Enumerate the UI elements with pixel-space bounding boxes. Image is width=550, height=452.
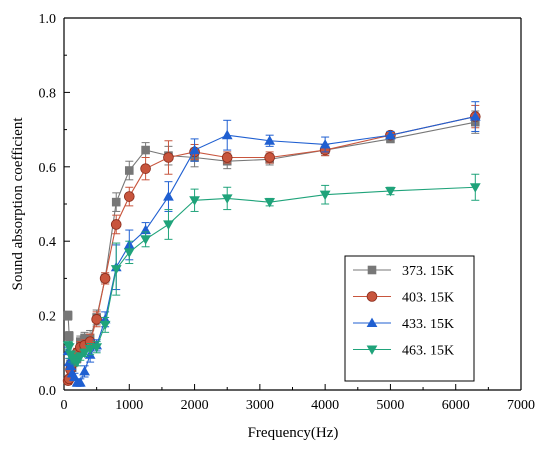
y-tick-label: 0.6	[39, 161, 57, 176]
y-tick-label: 0.0	[39, 384, 57, 399]
data-point	[163, 152, 174, 163]
data-point	[91, 343, 103, 353]
data-point	[63, 343, 75, 353]
data-point	[123, 248, 135, 258]
data-point	[264, 198, 276, 208]
data-point	[123, 191, 135, 202]
x-tick-label: 1000	[115, 398, 143, 413]
data-point	[80, 333, 89, 343]
data-point	[110, 265, 122, 275]
data-point	[79, 366, 90, 376]
y-tick-label: 0.4	[39, 235, 57, 250]
axis-ticks: 0 1000 2000 3000 4000 5000 6000 7000 0.0 0.2 0.4 0.…	[39, 12, 536, 413]
x-tick-label: 3000	[246, 398, 274, 413]
data-point	[99, 320, 111, 331]
x-tick-label: 5000	[376, 398, 404, 413]
x-tick-label: 0	[61, 398, 68, 413]
legend-label: 433. 15K	[402, 317, 454, 332]
y-axis-label: Sound absorption coefficient	[10, 117, 26, 291]
data-point	[163, 191, 174, 201]
data-point	[319, 190, 331, 201]
data-point	[385, 129, 396, 140]
x-tick-label: 2000	[181, 398, 209, 413]
legend-item: 463. 15K	[353, 344, 454, 359]
data-point	[74, 377, 86, 387]
data-point	[221, 152, 233, 163]
series-layer	[62, 101, 481, 387]
data-point	[319, 139, 331, 149]
data-point	[99, 273, 111, 284]
data-point	[189, 196, 200, 206]
data-point	[140, 235, 151, 245]
series-4	[62, 173, 481, 368]
legend-label: 463. 15K	[402, 344, 454, 359]
data-point	[264, 135, 276, 145]
data-point	[163, 220, 174, 230]
data-point	[141, 145, 150, 155]
data-point	[91, 314, 102, 325]
legend-label: 403. 15K	[402, 291, 454, 306]
data-point	[469, 111, 481, 121]
legend-item: 433. 15K	[353, 317, 454, 332]
x-tick-label: 7000	[507, 398, 535, 413]
x-tick-label: 6000	[442, 398, 470, 413]
data-point	[221, 194, 233, 204]
x-tick-label: 4000	[311, 398, 339, 413]
data-point	[124, 166, 134, 175]
legend-item: 373. 15K	[353, 264, 454, 279]
data-point	[221, 129, 233, 140]
legend-marker	[367, 265, 377, 275]
data-point	[84, 345, 96, 355]
legend-box	[344, 255, 475, 382]
data-point	[264, 152, 275, 163]
y-tick-label: 1.0	[39, 12, 57, 27]
legend-marker	[366, 291, 378, 302]
data-point	[65, 360, 76, 370]
data-point	[140, 163, 151, 174]
legend-item: 403. 15K	[353, 291, 454, 306]
y-tick-label: 0.2	[39, 310, 57, 325]
x-axis-label: Frequency(Hz)	[248, 425, 339, 441]
legend: 373. 15K 403. 15K 433. 15K 463. 15K	[344, 255, 475, 382]
data-point	[469, 183, 481, 193]
data-point	[385, 186, 396, 197]
data-point	[63, 311, 73, 320]
data-point	[110, 219, 122, 230]
data-point	[79, 348, 90, 359]
data-point	[64, 331, 74, 341]
legend-marker	[366, 317, 378, 328]
legend-marker	[366, 345, 378, 355]
y-tick-label: 0.8	[39, 86, 57, 101]
data-point	[189, 144, 200, 155]
data-point	[111, 197, 121, 207]
legend-label: 373. 15K	[402, 264, 454, 279]
